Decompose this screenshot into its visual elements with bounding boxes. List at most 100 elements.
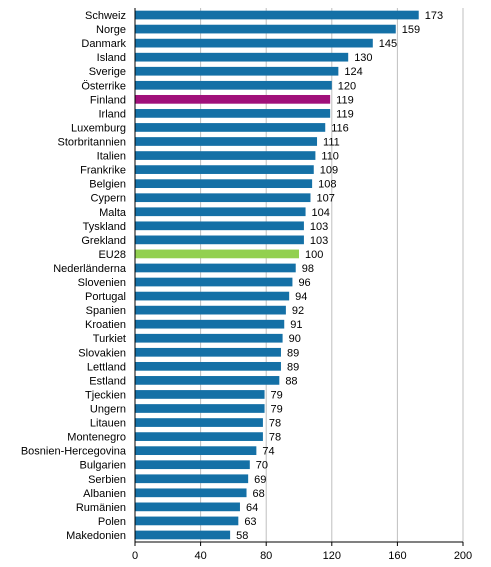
category-label-luxemburg: Luxemburg bbox=[71, 122, 126, 134]
value-label-eu28: 100 bbox=[305, 249, 323, 261]
bar-litauen bbox=[135, 418, 263, 427]
value-label-italien: 110 bbox=[321, 151, 339, 163]
value-label-schweiz: 173 bbox=[425, 10, 443, 22]
category-label-portugal: Portugal bbox=[85, 291, 126, 303]
category-label-slovenien: Slovenien bbox=[78, 277, 126, 289]
bars bbox=[135, 10, 419, 540]
bar-schweiz bbox=[135, 10, 419, 20]
category-label-slovakien: Slovakien bbox=[78, 347, 126, 359]
bar-slovakien bbox=[135, 347, 281, 357]
value-label-frankrike: 109 bbox=[320, 165, 338, 177]
value-label-makedonien: 58 bbox=[236, 530, 248, 542]
value-label-estland: 88 bbox=[285, 375, 297, 387]
value-label-montenegro: 78 bbox=[269, 432, 281, 444]
bar-lettland bbox=[135, 361, 281, 371]
value-label-lettland: 89 bbox=[287, 361, 299, 373]
value-label-osterrike: 120 bbox=[338, 80, 356, 92]
category-label-serbien: Serbien bbox=[88, 474, 126, 486]
category-label-norge: Norge bbox=[96, 24, 126, 36]
bar-tyskland bbox=[135, 221, 304, 231]
value-label-storbritannien: 111 bbox=[323, 137, 340, 149]
value-label-belgien: 108 bbox=[318, 179, 336, 191]
bar-makedonien bbox=[135, 530, 231, 540]
category-label-makedonien: Makedonien bbox=[66, 530, 126, 542]
category-label-island: Island bbox=[97, 52, 126, 64]
category-label-schweiz: Schweiz bbox=[85, 10, 126, 22]
bar-storbritannien bbox=[135, 137, 318, 146]
bar-estland bbox=[135, 376, 280, 385]
value-label-albanien: 68 bbox=[253, 488, 265, 500]
value-label-bosnien-hercegovina: 74 bbox=[262, 446, 274, 458]
category-label-lettland: Lettland bbox=[87, 361, 126, 373]
bar-belgien bbox=[135, 179, 313, 189]
bar-grekland bbox=[135, 235, 304, 245]
bar-ungern bbox=[135, 404, 265, 413]
x-tick-label-0: 0 bbox=[132, 550, 138, 562]
category-label-bosnien-hercegovina: Bosnien-Hercegovina bbox=[21, 446, 127, 458]
x-tick-label-160: 160 bbox=[388, 550, 406, 562]
category-label-danmark: Danmark bbox=[81, 38, 126, 50]
value-label-luxemburg: 116 bbox=[331, 122, 349, 134]
bar-slovenien bbox=[135, 277, 293, 287]
category-label-storbritannien: Storbritannien bbox=[58, 137, 127, 149]
bar-polen bbox=[135, 516, 239, 526]
category-label-kroatien: Kroatien bbox=[85, 319, 126, 331]
category-labels: Schweiz Norge Danmark Island Sverige Österrik… bbox=[21, 10, 127, 542]
bar-island bbox=[135, 52, 349, 62]
category-label-montenegro: Montenegro bbox=[67, 432, 126, 444]
bar-albanien bbox=[135, 488, 247, 498]
bar-nederlanderna bbox=[135, 263, 296, 273]
value-label-island: 130 bbox=[354, 52, 372, 64]
value-label-cypern: 107 bbox=[316, 193, 334, 205]
category-label-rumanien: Rumänien bbox=[76, 502, 126, 514]
value-label-tjeckien: 79 bbox=[271, 389, 283, 401]
bar-bosnien-hercegovina bbox=[135, 446, 257, 456]
bar-finland bbox=[135, 94, 331, 104]
bar-rumanien bbox=[135, 502, 240, 512]
bar-portugal bbox=[135, 291, 290, 301]
category-label-ungern: Ungern bbox=[90, 404, 126, 416]
value-label-malta: 104 bbox=[312, 207, 330, 219]
value-label-grekland: 103 bbox=[310, 235, 328, 247]
category-label-malta: Malta bbox=[99, 207, 127, 219]
value-label-spanien: 92 bbox=[292, 305, 304, 317]
value-label-slovakien: 89 bbox=[287, 347, 299, 359]
category-label-tyskland: Tyskland bbox=[83, 221, 126, 233]
bar-osterrike bbox=[135, 80, 332, 90]
category-label-cypern: Cypern bbox=[91, 193, 126, 205]
bar-norge bbox=[135, 24, 396, 34]
bar-cypern bbox=[135, 193, 311, 203]
value-label-irland: 119 bbox=[336, 108, 354, 120]
value-label-rumanien: 64 bbox=[246, 502, 258, 514]
category-label-turkiet: Turkiet bbox=[93, 333, 126, 345]
axes bbox=[134, 8, 464, 546]
category-label-albanien: Albanien bbox=[83, 488, 126, 500]
value-label-turkiet: 90 bbox=[289, 333, 301, 345]
bar-malta bbox=[135, 207, 306, 217]
category-label-bulgarien: Bulgarien bbox=[80, 460, 126, 472]
value-label-polen: 63 bbox=[244, 516, 256, 528]
category-label-finland: Finland bbox=[90, 94, 126, 106]
value-label-tyskland: 103 bbox=[310, 221, 328, 233]
value-labels: 173 159 145 130 124 120 119 119 116 111 110 109 108 1… bbox=[236, 10, 443, 542]
x-tick-labels: 0 40 80 120 160 200 bbox=[132, 550, 472, 562]
bar-serbien bbox=[135, 474, 249, 484]
value-label-portugal: 94 bbox=[295, 291, 307, 303]
x-tick-label-120: 120 bbox=[323, 550, 341, 562]
bar-irland bbox=[135, 109, 331, 118]
value-label-slovenien: 96 bbox=[298, 277, 310, 289]
category-label-spanien: Spanien bbox=[86, 305, 126, 317]
category-label-grekland: Grekland bbox=[81, 235, 126, 247]
value-label-litauen: 78 bbox=[269, 418, 281, 430]
category-label-eu28: EU28 bbox=[98, 249, 126, 261]
category-label-nederlanderna: Nederländerna bbox=[53, 263, 127, 275]
value-label-bulgarien: 70 bbox=[256, 460, 268, 472]
bar-frankrike bbox=[135, 165, 314, 174]
bar-spanien bbox=[135, 305, 286, 315]
category-label-osterrike: Österrike bbox=[81, 80, 126, 92]
bar-luxemburg bbox=[135, 123, 326, 132]
category-label-tjeckien: Tjeckien bbox=[85, 389, 126, 401]
category-label-litauen: Litauen bbox=[90, 418, 126, 430]
value-label-sverige: 124 bbox=[344, 66, 362, 78]
